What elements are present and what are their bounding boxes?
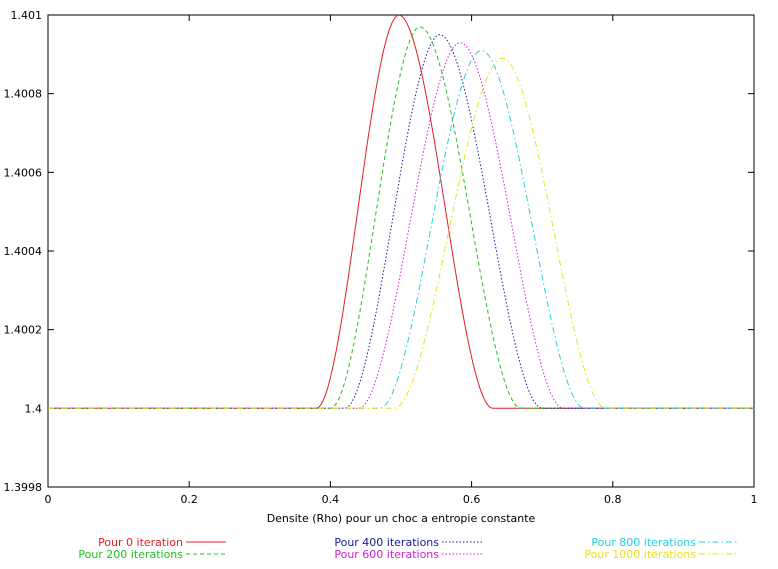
y-tick-label: 1.401 (11, 9, 43, 22)
series-lines (48, 14, 754, 409)
series-line (48, 49, 754, 409)
legend-label: Pour 1000 iterations (584, 548, 696, 561)
y-tick-label: 1.4002 (4, 324, 43, 337)
legend-label: Pour 400 iterations (334, 536, 439, 549)
plot-frame (47, 14, 755, 488)
x-tick-label: 1 (751, 493, 758, 506)
series-line (48, 42, 754, 409)
axis-tick-labels: 0 0.2 0.4 0.6 0.8 1 1.3998 1.4 1.4002 1.4004 1.400… (4, 9, 758, 506)
y-tick-label: 1.3998 (4, 481, 43, 494)
x-axis-title: Densite (Rho) pour un choc a entropie co… (267, 512, 536, 525)
y-tick-label: 1.4006 (4, 166, 43, 179)
legend-label: Pour 200 iterations (78, 548, 183, 561)
series-line (48, 34, 754, 409)
x-tick-label: 0 (45, 493, 52, 506)
x-tick-label: 0.8 (604, 493, 622, 506)
y-tick-label: 1.4004 (4, 245, 43, 258)
x-tick-label: 0.4 (322, 493, 340, 506)
series-line (48, 14, 754, 409)
legend-label: Pour 0 iteration (98, 536, 183, 549)
axis-ticks (47, 14, 755, 488)
legend-label: Pour 600 iterations (334, 548, 439, 561)
y-tick-label: 1.4008 (4, 88, 43, 101)
x-tick-label: 0.2 (180, 493, 198, 506)
y-tick-label: 1.4 (25, 402, 43, 415)
series-line (48, 26, 754, 409)
x-tick-label: 0.6 (463, 493, 481, 506)
series-line (48, 57, 754, 409)
legend-label: Pour 800 iterations (591, 536, 696, 549)
